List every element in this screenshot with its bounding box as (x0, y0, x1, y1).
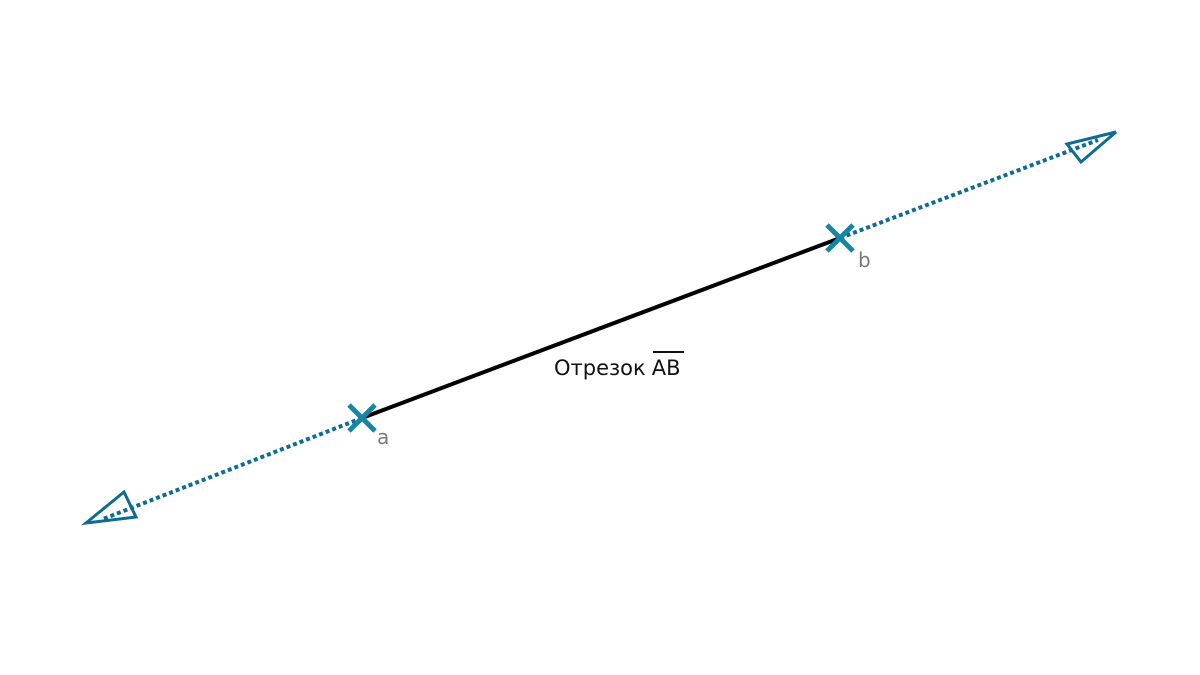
arrowhead-right-icon (1064, 130, 1117, 165)
line-extension-left (102, 416, 363, 521)
segment-caption-prefix: Отрезок (554, 356, 646, 380)
segment-caption-name: AB (652, 356, 681, 380)
line-extension-right (839, 138, 1099, 240)
arrowhead-left-icon (81, 489, 139, 526)
segment-ab (361, 236, 841, 420)
point-b-marker-icon (825, 223, 855, 253)
point-a-label: a (377, 425, 389, 449)
point-a-marker-icon (347, 403, 377, 433)
point-b-label: b (858, 248, 871, 272)
segment-caption: Отрезок AB (554, 356, 681, 380)
